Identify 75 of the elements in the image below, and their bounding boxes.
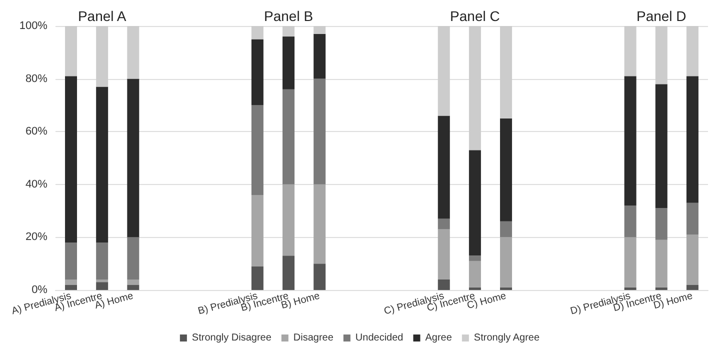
bar <box>96 86 108 242</box>
bar <box>686 202 698 235</box>
bar <box>282 256 295 290</box>
bar <box>96 26 108 87</box>
bar <box>314 78 326 184</box>
bar <box>251 105 264 195</box>
annotation: Panel C <box>450 8 500 24</box>
bar <box>686 284 698 290</box>
bar <box>127 284 140 290</box>
bar <box>438 279 450 290</box>
bar <box>468 260 481 288</box>
bar <box>251 39 264 106</box>
y-tick-label: 100% <box>19 20 48 32</box>
bar <box>500 221 512 238</box>
legend-label: Strongly Agree <box>474 332 540 344</box>
bar <box>655 287 668 290</box>
bar <box>655 26 668 84</box>
bar <box>314 264 326 290</box>
bar <box>127 26 140 79</box>
bar <box>127 279 140 285</box>
bar <box>624 26 636 76</box>
bar <box>438 229 450 280</box>
bar <box>314 34 326 79</box>
y-tick-label: 80% <box>25 72 48 85</box>
bar <box>96 282 108 290</box>
bar <box>624 76 636 206</box>
bar <box>251 26 264 40</box>
bar <box>686 76 698 203</box>
y-tick-label: 40% <box>25 178 48 190</box>
bar <box>65 76 78 242</box>
bar <box>468 150 481 256</box>
annotation: Panel A <box>78 8 127 24</box>
bar <box>96 279 108 282</box>
bar <box>624 287 636 290</box>
legend-label: Undecided <box>355 332 404 344</box>
bar <box>65 26 78 76</box>
bar <box>127 237 140 280</box>
bar <box>468 256 481 261</box>
y-tick-label: 20% <box>25 231 48 244</box>
bar <box>438 116 450 219</box>
bar <box>468 287 481 290</box>
bar <box>500 26 512 118</box>
bar <box>251 194 264 266</box>
bar <box>438 26 450 116</box>
bar <box>624 206 636 238</box>
bar <box>686 234 698 285</box>
legend-label: Strongly Disagree <box>192 332 272 344</box>
bar <box>282 26 295 37</box>
y-tick-label: 60% <box>25 126 48 138</box>
bar <box>65 279 78 285</box>
bar <box>65 284 78 290</box>
annotation: Panel D <box>636 8 686 24</box>
bar <box>314 26 326 34</box>
bar <box>655 208 668 240</box>
bar <box>282 184 295 256</box>
bar <box>438 218 450 230</box>
legend-label: Agree <box>425 332 452 344</box>
bar <box>468 26 481 150</box>
bar <box>282 36 295 90</box>
legend-label: Disagree <box>293 332 334 344</box>
bar <box>655 240 668 288</box>
bar <box>500 118 512 222</box>
bar <box>65 242 78 280</box>
bar <box>314 184 326 264</box>
bar <box>251 266 264 290</box>
bar <box>686 26 698 76</box>
bar <box>127 78 140 238</box>
annotation: Panel B <box>264 8 314 24</box>
bar <box>282 89 295 184</box>
y-tick-label: 0% <box>32 284 48 296</box>
bar <box>500 237 512 288</box>
bar <box>96 242 108 280</box>
bar <box>624 237 636 288</box>
bar <box>500 287 512 290</box>
bar <box>655 84 668 208</box>
